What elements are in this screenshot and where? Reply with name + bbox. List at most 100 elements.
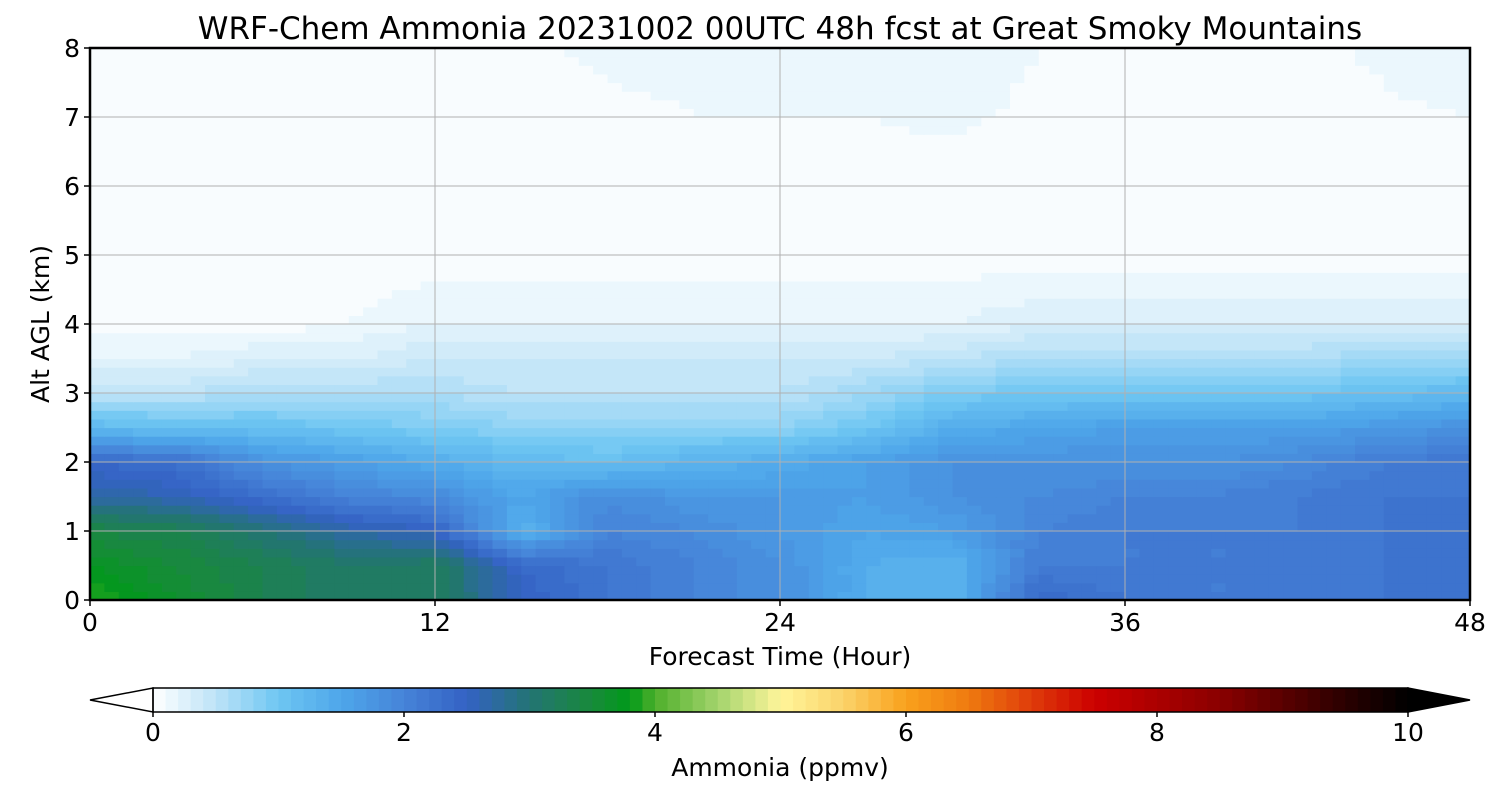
contour-cell <box>305 246 321 256</box>
contour-cell <box>1024 393 1040 403</box>
contour-cell <box>621 220 637 230</box>
contour-cell <box>291 358 307 368</box>
contour-cell <box>449 280 465 291</box>
contour-cell <box>248 401 264 411</box>
contour-cell <box>219 349 235 360</box>
contour-cell <box>348 565 364 575</box>
contour-cell <box>506 151 522 161</box>
contour-cell <box>1455 470 1471 480</box>
contour-cell <box>391 194 407 204</box>
contour-cell <box>1254 513 1270 523</box>
contour-cell <box>808 237 824 247</box>
contour-cell <box>118 324 134 334</box>
contour-cell <box>161 582 177 592</box>
contour-cell <box>650 151 666 161</box>
contour-cell <box>1369 574 1385 584</box>
contour-cell <box>1355 306 1370 316</box>
contour-cell <box>1426 410 1442 420</box>
contour-cell <box>449 332 465 342</box>
contour-cell <box>147 505 163 515</box>
contour-cell <box>334 453 350 463</box>
contour-cell <box>248 462 264 472</box>
contour-cell <box>1326 444 1342 454</box>
contour-cell <box>262 556 278 567</box>
contour-cell <box>564 565 580 575</box>
contour-cell <box>334 548 350 558</box>
contour-cell <box>233 332 249 342</box>
contour-cell <box>938 427 954 437</box>
contour-cell <box>1110 186 1126 196</box>
contour-cell <box>765 211 781 222</box>
contour-cell <box>449 263 465 273</box>
contour-cell <box>780 375 795 385</box>
contour-cell <box>291 393 307 403</box>
contour-cell <box>823 444 839 454</box>
contour-cell <box>880 505 896 515</box>
contour-cell <box>1067 487 1083 498</box>
contour-cell <box>449 548 465 558</box>
contour-cell <box>909 548 925 558</box>
contour-cell <box>276 229 292 239</box>
contour-cell <box>1240 462 1255 472</box>
contour-cell <box>1125 168 1140 178</box>
contour-cell <box>147 410 163 420</box>
contour-cell <box>305 324 321 334</box>
contour-cell <box>463 375 479 385</box>
contour-cell <box>1297 229 1313 239</box>
contour-cell <box>1038 168 1054 178</box>
contour-cell <box>765 582 781 592</box>
contour-cell <box>1240 522 1255 532</box>
contour-cell <box>1096 496 1112 506</box>
contour-cell <box>420 168 436 178</box>
contour-cell <box>593 315 609 325</box>
contour-cell <box>1369 401 1385 411</box>
contour-cell <box>636 591 652 601</box>
contour-cell <box>492 203 508 213</box>
contour-cell <box>176 453 192 463</box>
contour-cell <box>334 349 350 360</box>
contour-cell <box>923 548 939 558</box>
contour-cell <box>406 505 422 515</box>
contour-cell <box>406 375 422 385</box>
contour-cell <box>1096 375 1112 385</box>
contour-cell <box>1412 194 1428 204</box>
contour-cell <box>535 160 551 170</box>
contour-cell <box>478 539 494 549</box>
contour-cell <box>1168 401 1184 411</box>
contour-cell <box>276 427 292 437</box>
contour-cell <box>535 220 551 230</box>
contour-cell <box>506 565 522 575</box>
contour-cell <box>1096 203 1112 213</box>
contour-cell <box>276 177 292 187</box>
contour-cell <box>190 324 206 334</box>
contour-cell <box>1412 211 1428 222</box>
contour-cell <box>104 194 120 204</box>
contour-cell <box>823 556 839 567</box>
contour-cell <box>133 142 149 153</box>
contour-cell <box>176 591 192 601</box>
contour-cell <box>1196 186 1212 196</box>
contour-cell <box>276 410 292 420</box>
contour-cell <box>1297 324 1313 334</box>
contour-cell <box>794 479 810 489</box>
contour-cell <box>406 246 422 256</box>
contour-cell <box>880 582 896 592</box>
contour-cell <box>1081 479 1097 489</box>
contour-cell <box>794 574 810 584</box>
contour-cell <box>1254 306 1270 316</box>
contour-cell <box>521 203 537 213</box>
contour-cell <box>923 410 939 420</box>
contour-cell <box>1110 280 1126 291</box>
contour-cell <box>650 255 666 265</box>
contour-cell <box>1355 487 1370 498</box>
contour-cell <box>1441 332 1457 342</box>
contour-cell <box>1067 522 1083 532</box>
contour-cell <box>478 341 494 351</box>
contour-cell <box>1153 522 1169 532</box>
contour-cell <box>679 574 695 584</box>
contour-cell <box>952 367 968 377</box>
contour-cell <box>866 255 882 265</box>
contour-cell <box>1254 177 1270 187</box>
contour-cell <box>233 574 249 584</box>
contour-cell <box>564 410 580 420</box>
